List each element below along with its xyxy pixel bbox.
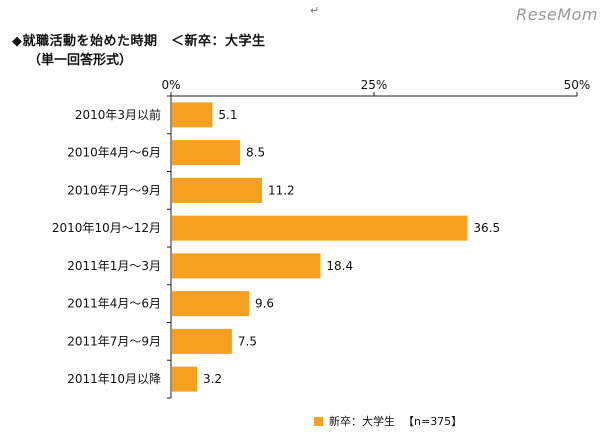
data-label: 9.6: [255, 297, 274, 311]
category-label: 2010年3月以前: [75, 107, 161, 122]
data-label: 3.2: [203, 372, 222, 386]
bar: [172, 291, 249, 317]
legend-swatch: [314, 416, 323, 426]
category-label: 2010年10月～12月: [52, 221, 161, 235]
category-label: 2010年4月～6月: [67, 146, 161, 160]
category-label: 2011年10月以降: [67, 372, 161, 386]
resemom-logo: ReseMom: [516, 5, 598, 24]
category-label: 2011年1月～3月: [67, 259, 161, 273]
data-label: 7.5: [238, 334, 257, 348]
x-tick-label: 25%: [361, 78, 388, 92]
x-tick-label: 0%: [161, 78, 180, 92]
x-tick-label: 50%: [564, 78, 591, 92]
data-label: 5.1: [218, 108, 237, 122]
bar: [172, 215, 468, 241]
legend: 新卒：大学生 【n=375】: [314, 413, 462, 429]
category-label: 2011年7月～9月: [67, 334, 161, 348]
data-label: 36.5: [473, 221, 500, 235]
return-mark: ↵: [310, 4, 320, 17]
legend-n: 【n=375】: [403, 415, 463, 428]
bar: [172, 328, 232, 354]
bar: [172, 102, 213, 128]
chart-subtitle: （単一回答形式）: [28, 53, 133, 68]
data-label: 11.2: [268, 183, 295, 197]
bar: [172, 366, 197, 392]
bar: [172, 140, 241, 166]
category-label: 2010年7月～9月: [67, 183, 161, 197]
data-label: 8.5: [246, 146, 265, 160]
legend-label: 新卒：大学生: [329, 415, 395, 428]
category-label: 2011年4月～6月: [67, 297, 161, 311]
bar: [172, 177, 262, 203]
bar: [172, 253, 321, 279]
chart-title: ◆就職活動を始めた時期 ＜新卒：大学生: [12, 34, 266, 49]
data-label: 18.4: [326, 259, 353, 273]
